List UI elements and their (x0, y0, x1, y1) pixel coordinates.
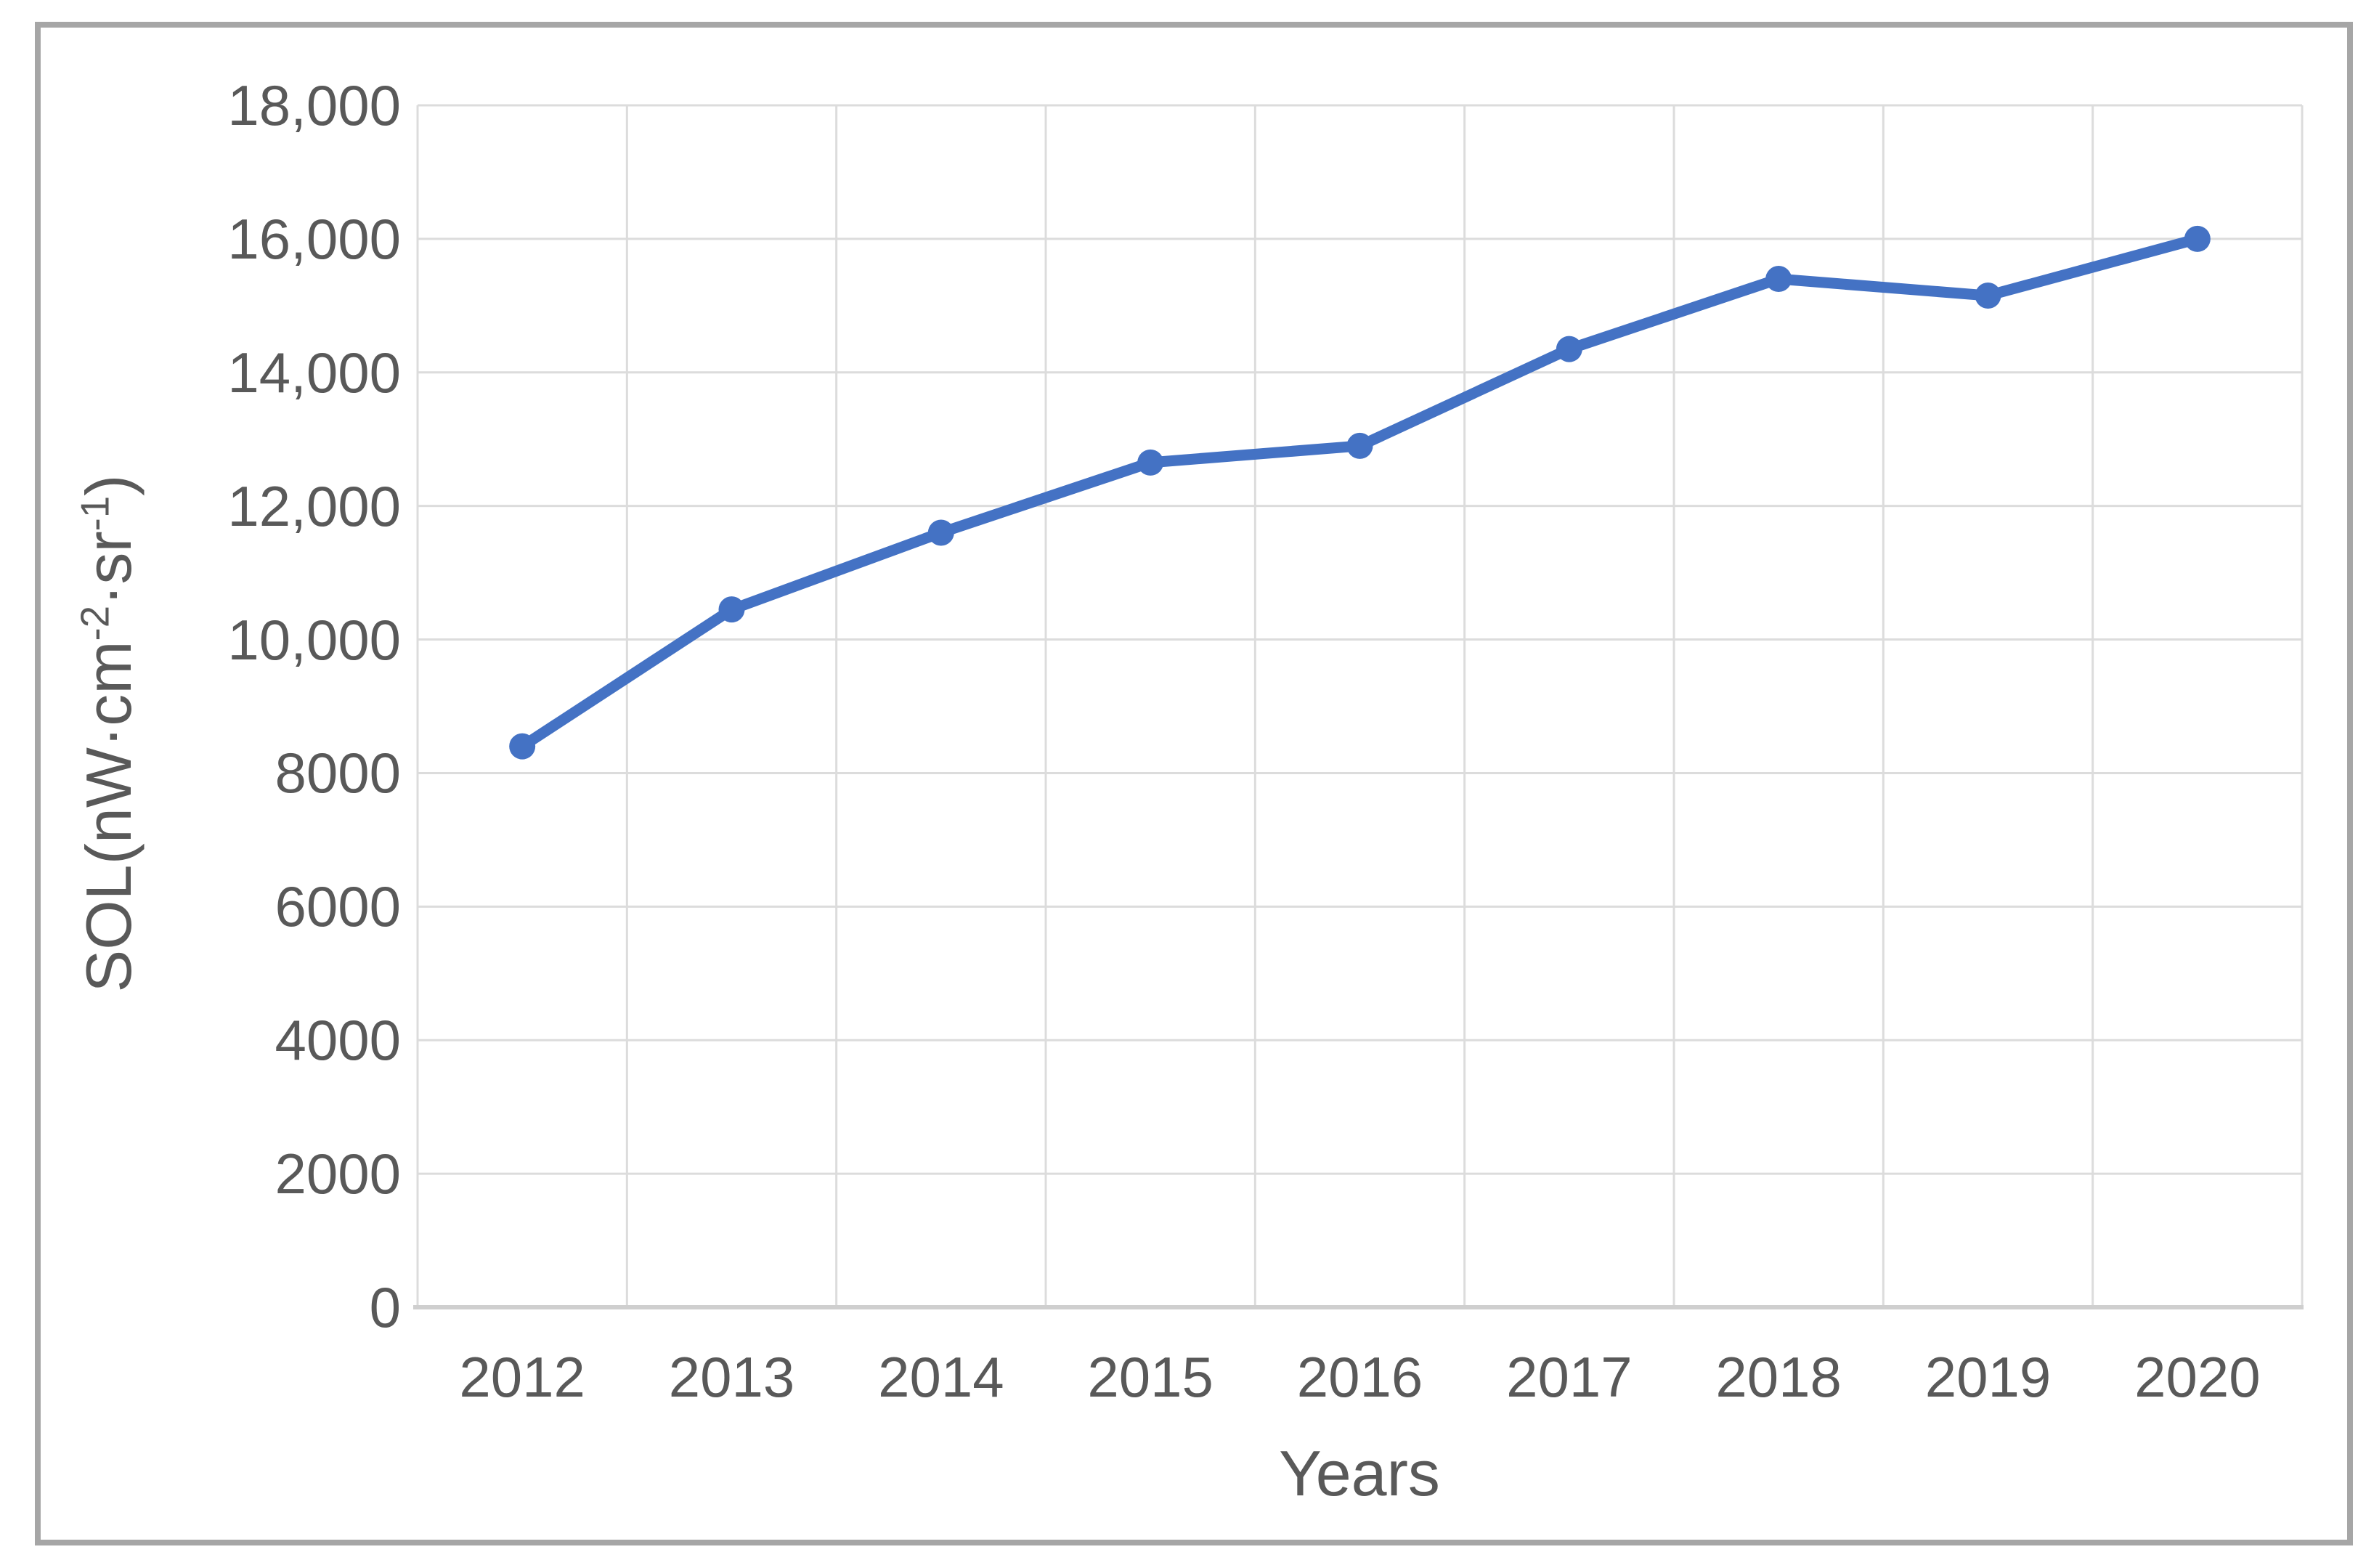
y-axis-title-sup-exponent: -2 (73, 605, 118, 641)
chart-frame (35, 22, 2353, 1545)
x-tick-label: 2013 (668, 1345, 795, 1409)
y-axis-title-text: ) (73, 474, 145, 496)
y-tick-label: 0 (369, 1275, 401, 1339)
data-point-2016 (1346, 432, 1373, 459)
y-tick-label: 6000 (275, 874, 401, 939)
data-point-2012 (509, 733, 536, 760)
y-tick-label: 14,000 (227, 340, 401, 405)
data-point-2019 (1975, 283, 2001, 309)
x-tick-label: 2018 (1715, 1345, 1842, 1409)
y-tick-label: 16,000 (227, 206, 401, 271)
x-tick-label: 2017 (1506, 1345, 1633, 1409)
y-axis-title-text: SOL(nW·cm (73, 641, 145, 993)
y-axis-title: SOL(nW·cm-2·sr-1) (73, 475, 145, 993)
y-tick-label: 10,000 (227, 607, 401, 672)
data-point-2018 (1765, 266, 1792, 293)
data-point-2017 (1556, 336, 1582, 362)
y-tick-label: 4000 (275, 1008, 401, 1073)
data-point-2020 (2184, 225, 2211, 252)
x-tick-label: 2020 (2134, 1345, 2261, 1409)
data-point-2013 (718, 596, 745, 623)
y-tick-label: 2000 (275, 1142, 401, 1206)
series-sol (509, 225, 2211, 760)
x-axis-title: Years (1279, 1437, 1440, 1509)
x-tick-label: 2015 (1087, 1345, 1214, 1409)
x-tick-label: 2014 (878, 1345, 1004, 1409)
y-axis-title-sup-exponent: -1 (73, 495, 118, 532)
data-point-2014 (927, 519, 954, 546)
data-point-2015 (1137, 449, 1164, 476)
x-tick-label: 2016 (1296, 1345, 1423, 1409)
x-tick-label: 2012 (459, 1345, 585, 1409)
gridlines (416, 104, 2304, 1307)
y-tick-label: 18,000 (227, 73, 401, 137)
y-tick-label: 12,000 (227, 474, 401, 538)
series-line (516, 233, 2203, 752)
x-tick-label: 2019 (1924, 1345, 2052, 1409)
y-tick-label: 8000 (275, 741, 401, 805)
y-axis-title-text: ·sr (73, 531, 145, 606)
